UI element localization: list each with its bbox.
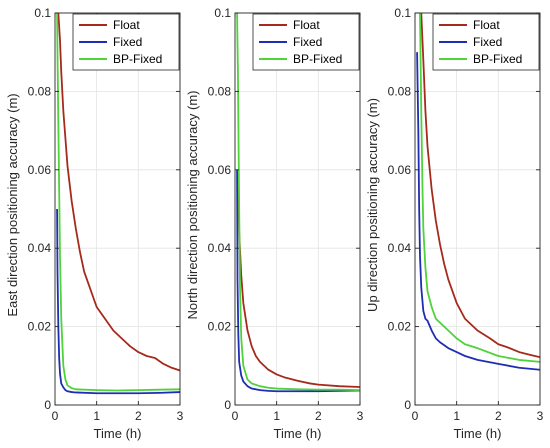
series-line-float	[420, 13, 540, 359]
x-tick-label: 0	[52, 409, 59, 423]
x-axis-label: Time (h)	[94, 426, 142, 441]
series-line-bp-fixed	[236, 13, 360, 391]
legend-label: BP-Fixed	[113, 52, 162, 66]
legend-label: BP-Fixed	[473, 52, 522, 66]
chart-panel-3: 0 1 2 3 0 0.02 0.04 0.06 0.08 0.1 Time (h) Up direc…	[365, 6, 544, 441]
x-tick-label: 2	[315, 409, 322, 423]
plot-area	[235, 13, 360, 405]
legend-label: Float	[473, 18, 500, 32]
series-group	[56, 13, 180, 395]
legend-label: BP-Fixed	[293, 52, 342, 66]
y-tick-label: 0	[404, 398, 411, 412]
legend-label: Float	[113, 18, 140, 32]
x-tick-label: 3	[177, 409, 184, 423]
y-tick-label: 0.02	[208, 320, 232, 334]
legend-label: Fixed	[473, 35, 502, 49]
y-axis-label: North direction positioning accuracy (m)	[185, 90, 200, 319]
y-tick-label: 0.08	[208, 84, 232, 98]
x-tick-label: 3	[357, 409, 364, 423]
y-tick-label: 0.02	[388, 320, 412, 334]
x-axis-label: Time (h)	[274, 426, 322, 441]
chart-panel-2: 0 1 2 3 0 0.02 0.04 0.06 0.08 0.1 Time (h) North di…	[185, 6, 364, 441]
legend-label: Fixed	[113, 35, 142, 49]
y-tick-label: 0.06	[388, 163, 412, 177]
legend-label: Fixed	[293, 35, 322, 49]
y-tick-label: 0.04	[28, 241, 52, 255]
y-tick-label: 0.06	[208, 163, 232, 177]
y-axis-label: East direction positioning accuracy (m)	[5, 93, 20, 316]
y-axis-label: Up direction positioning accuracy (m)	[365, 98, 380, 312]
axes-box	[234, 12, 361, 406]
y-tick-label: 0.08	[388, 84, 412, 98]
y-tick-label: 0.04	[388, 241, 412, 255]
y-tick-label: 0.04	[208, 241, 232, 255]
series-line-float	[57, 13, 180, 372]
series-line-fixed	[56, 208, 180, 395]
y-tick-label: 0.08	[28, 84, 52, 98]
plot-area	[415, 13, 540, 405]
x-tick-label: 0	[412, 409, 419, 423]
axes-box	[54, 12, 181, 406]
legend: Float Fixed BP-Fixed	[72, 13, 180, 71]
legend-label: Float	[293, 18, 320, 32]
x-tick-label: 1	[453, 409, 460, 423]
axes-box	[414, 12, 541, 406]
legend: Float Fixed BP-Fixed	[432, 13, 540, 71]
series-line-bp-fixed	[419, 13, 540, 363]
chart-panel-1: 0 1 2 3 0 0.02 0.04 0.06 0.08 0.1 Time (h) East dir…	[5, 6, 184, 441]
series-line-fixed	[236, 169, 360, 393]
series-line-float	[237, 185, 360, 388]
series-group	[236, 13, 360, 393]
y-tick-label: 0.1	[394, 6, 411, 20]
x-tick-label: 3	[537, 409, 544, 423]
plot-area	[55, 13, 180, 405]
series-line-bp-fixed	[56, 13, 180, 392]
x-tick-label: 2	[495, 409, 502, 423]
y-tick-label: 0.1	[34, 6, 51, 20]
x-tick-label: 1	[93, 409, 100, 423]
x-tick-label: 2	[135, 409, 142, 423]
y-tick-label: 0.02	[28, 320, 52, 334]
y-tick-label: 0	[44, 398, 51, 412]
y-tick-label: 0	[224, 398, 231, 412]
series-group	[416, 13, 540, 371]
x-tick-label: 1	[273, 409, 280, 423]
legend: Float Fixed BP-Fixed	[252, 13, 360, 71]
x-axis-label: Time (h)	[454, 426, 502, 441]
y-tick-label: 0.1	[214, 6, 231, 20]
x-tick-label: 0	[232, 409, 239, 423]
series-line-fixed	[416, 52, 540, 371]
y-tick-label: 0.06	[28, 163, 52, 177]
